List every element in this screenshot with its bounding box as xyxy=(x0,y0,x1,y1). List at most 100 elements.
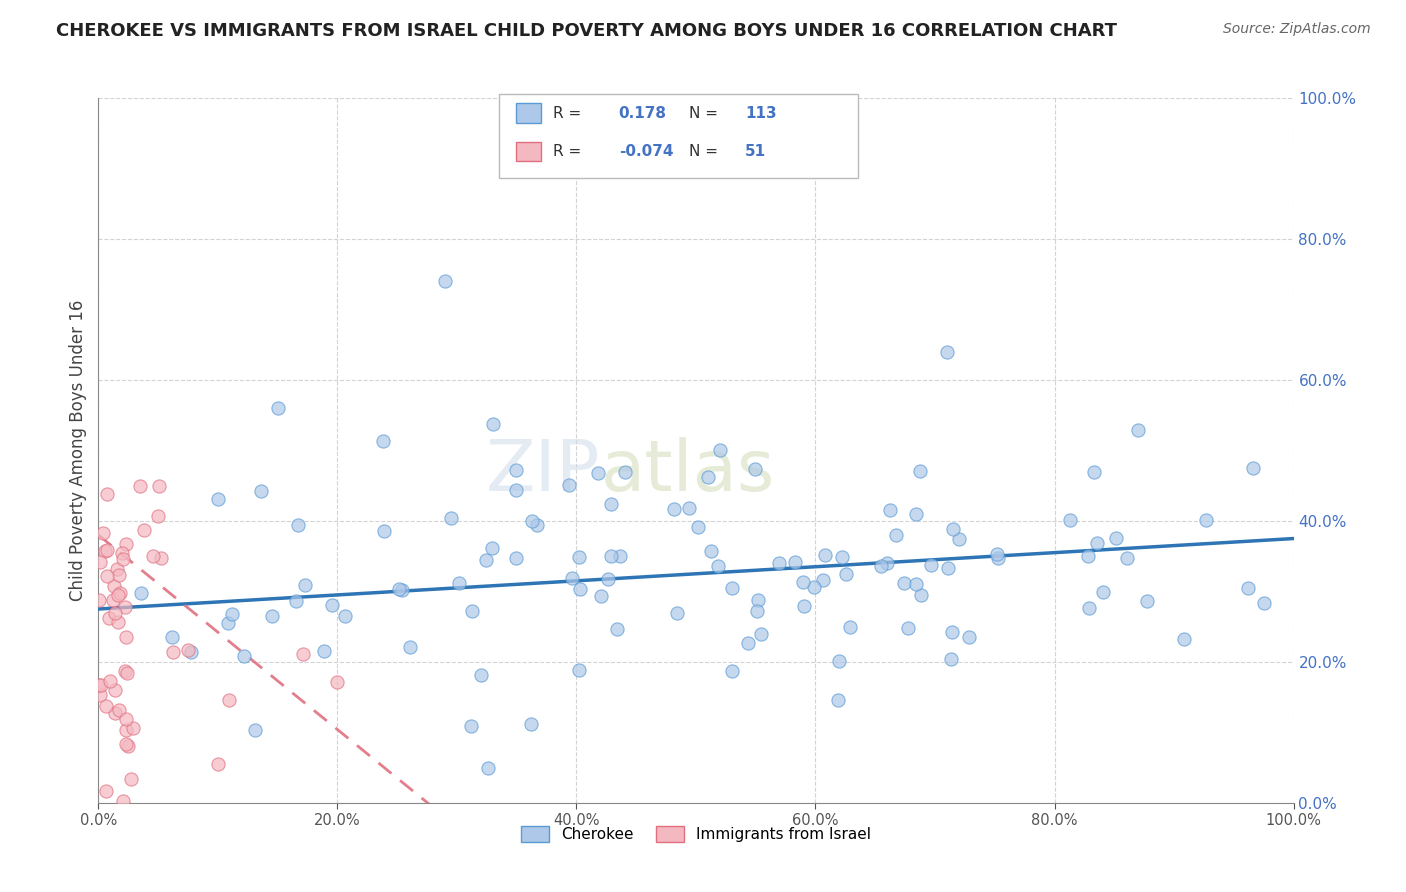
Point xyxy=(267,401,290,416)
Point xyxy=(941,651,963,665)
Point xyxy=(180,645,202,659)
Point xyxy=(910,464,932,478)
Point xyxy=(87,593,110,607)
Point xyxy=(828,654,851,668)
Point xyxy=(886,528,908,542)
Point xyxy=(96,569,118,583)
Point xyxy=(568,582,591,596)
Point xyxy=(803,580,825,594)
Point xyxy=(162,645,184,659)
Point xyxy=(589,590,612,604)
Point xyxy=(606,622,628,636)
Point xyxy=(481,541,503,555)
Point xyxy=(1115,551,1137,566)
Point xyxy=(700,544,723,558)
Point xyxy=(1105,531,1128,545)
Point xyxy=(103,706,125,721)
Point xyxy=(91,526,114,541)
Point xyxy=(115,537,138,551)
Point xyxy=(132,523,155,537)
Point xyxy=(89,678,111,692)
Point xyxy=(599,497,621,511)
Point xyxy=(217,616,239,631)
Point xyxy=(112,794,135,808)
Point xyxy=(768,556,790,570)
Point xyxy=(326,674,349,689)
Point xyxy=(697,470,720,484)
Point xyxy=(449,576,471,591)
Point xyxy=(103,579,125,593)
Point xyxy=(98,673,121,688)
Point xyxy=(813,574,835,588)
Point xyxy=(586,466,609,480)
Point xyxy=(111,546,134,560)
Point xyxy=(114,600,136,615)
Text: 51: 51 xyxy=(745,145,766,159)
Point xyxy=(90,678,112,692)
Point xyxy=(114,665,136,679)
Point xyxy=(129,586,152,600)
Point xyxy=(905,507,928,521)
Point xyxy=(108,568,131,582)
Text: 0.178: 0.178 xyxy=(619,106,666,120)
Point xyxy=(232,648,254,663)
Point xyxy=(89,555,111,569)
Point xyxy=(526,518,548,533)
Point xyxy=(104,683,127,698)
Point xyxy=(148,478,170,492)
Point xyxy=(505,550,527,565)
Point xyxy=(783,555,806,569)
Point xyxy=(94,784,117,798)
Point xyxy=(814,548,837,562)
Point xyxy=(89,688,111,702)
Point xyxy=(150,551,173,566)
Point xyxy=(373,524,395,539)
Point xyxy=(1241,460,1264,475)
Point xyxy=(1126,423,1149,437)
Point xyxy=(747,592,769,607)
Point xyxy=(107,588,129,602)
Point xyxy=(942,522,965,536)
Point xyxy=(936,561,959,575)
Point xyxy=(941,624,963,639)
Point xyxy=(221,607,243,622)
Point xyxy=(108,586,131,600)
Point xyxy=(108,703,131,717)
Point xyxy=(721,581,744,595)
Point xyxy=(218,693,240,707)
Point xyxy=(104,607,127,621)
Point xyxy=(398,640,420,654)
Point xyxy=(879,503,901,517)
Point xyxy=(1194,513,1216,527)
Point xyxy=(936,344,959,359)
Point xyxy=(120,772,142,787)
Point xyxy=(101,592,124,607)
Point xyxy=(910,588,932,602)
Point xyxy=(839,620,862,634)
Point xyxy=(505,483,527,498)
Point xyxy=(737,636,759,650)
Point xyxy=(596,572,619,586)
Point xyxy=(96,486,118,500)
Point xyxy=(461,604,484,618)
Point xyxy=(177,643,200,657)
Point xyxy=(1077,549,1099,564)
Point xyxy=(1253,596,1275,610)
Point xyxy=(707,558,730,573)
Point xyxy=(321,598,343,612)
Text: CHEROKEE VS IMMIGRANTS FROM ISRAEL CHILD POVERTY AMONG BOYS UNDER 16 CORRELATION: CHEROKEE VS IMMIGRANTS FROM ISRAEL CHILD… xyxy=(56,22,1118,40)
Legend: Cherokee, Immigrants from Israel: Cherokee, Immigrants from Israel xyxy=(515,820,877,848)
Point xyxy=(662,502,685,516)
Point xyxy=(460,719,482,733)
Text: -0.074: -0.074 xyxy=(619,145,673,159)
Point xyxy=(294,578,316,592)
Y-axis label: Child Poverty Among Boys Under 16: Child Poverty Among Boys Under 16 xyxy=(69,300,87,601)
Point xyxy=(287,518,309,533)
Point xyxy=(262,609,284,624)
Point xyxy=(249,483,271,498)
Point xyxy=(162,630,184,644)
Point xyxy=(117,739,139,754)
Point xyxy=(1083,466,1105,480)
Point xyxy=(749,627,772,641)
Point xyxy=(388,582,411,596)
